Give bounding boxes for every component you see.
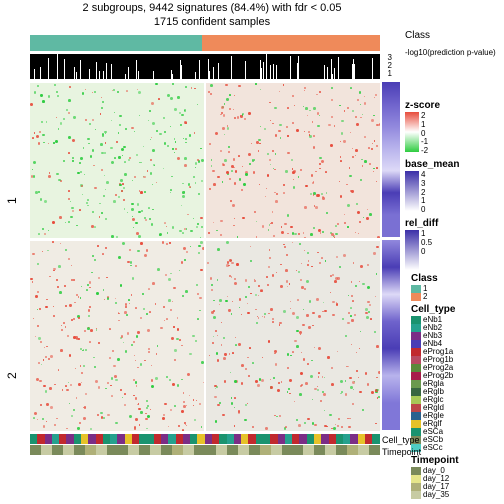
pred-label: -log10(prediction p-value): [405, 49, 500, 57]
timepoint-strip: [30, 445, 380, 455]
class-annotation-bar: [30, 35, 380, 51]
plot-subtitle: 1715 confident samples: [0, 16, 424, 28]
celltype-strip: [30, 434, 380, 444]
row-group-label-2: 2: [5, 372, 19, 379]
class-seg-1: [30, 35, 202, 51]
row-group-label-1: 1: [5, 197, 19, 204]
legends-panel: Class -log10(prediction p-value) z-score…: [405, 30, 500, 499]
timepoint-bottom-label: Timepoint: [382, 447, 421, 457]
main-plot-area: 321: [30, 35, 380, 455]
plot-title: 2 subgroups, 9442 signatures (84.4%) wit…: [0, 2, 424, 14]
class-seg-2: [202, 35, 381, 51]
right-annotation-tracks: [382, 82, 400, 433]
prediction-pvalue-bar: 321: [30, 54, 380, 79]
heatmap-container: [30, 83, 380, 431]
bottom-annotations: [30, 434, 380, 455]
class-top-label: Class: [405, 30, 500, 41]
celltype-bottom-label: Cell_type: [382, 435, 420, 445]
